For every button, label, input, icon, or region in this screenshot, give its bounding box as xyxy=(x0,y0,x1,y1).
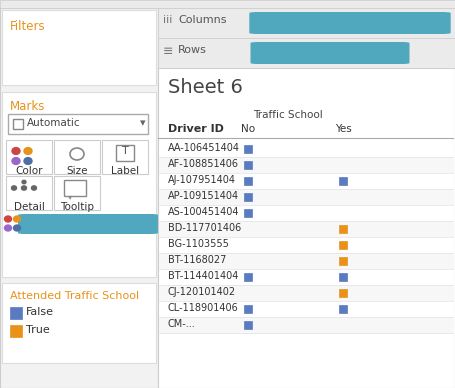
Text: ≡: ≡ xyxy=(163,45,173,58)
Text: iii: iii xyxy=(163,15,172,25)
Text: ▾: ▾ xyxy=(68,192,72,201)
Text: AP-109151404: AP-109151404 xyxy=(168,191,239,201)
Text: Size: Size xyxy=(66,166,88,176)
Text: AJ-107951404: AJ-107951404 xyxy=(168,175,236,185)
Text: Filters: Filters xyxy=(10,20,46,33)
Text: Driver ID: Driver ID xyxy=(302,48,358,58)
Text: BT-1168027: BT-1168027 xyxy=(168,255,227,265)
Text: CM-...: CM-... xyxy=(168,319,196,329)
Text: Sheet 6: Sheet 6 xyxy=(168,78,243,97)
Text: Columns: Columns xyxy=(178,15,227,25)
Text: AF-108851406: AF-108851406 xyxy=(168,159,239,169)
FancyBboxPatch shape xyxy=(251,42,410,64)
Text: BT-114401404: BT-114401404 xyxy=(168,271,238,281)
Text: Attended Traff..: Attended Traff.. xyxy=(41,219,135,229)
Text: No: No xyxy=(241,124,255,134)
Text: Marks: Marks xyxy=(10,100,46,113)
Text: Color: Color xyxy=(15,166,43,176)
Text: Attended Traffic School: Attended Traffic School xyxy=(10,291,139,301)
FancyBboxPatch shape xyxy=(18,214,158,234)
Text: AA-106451404: AA-106451404 xyxy=(168,143,240,153)
Text: Automatic: Automatic xyxy=(27,118,81,128)
FancyBboxPatch shape xyxy=(249,12,451,34)
Text: Yes: Yes xyxy=(334,124,351,134)
Text: T: T xyxy=(121,146,128,156)
Text: BG-1103555: BG-1103555 xyxy=(168,239,229,249)
Text: Tooltip: Tooltip xyxy=(60,202,94,212)
Text: False: False xyxy=(26,307,54,317)
Text: ▾: ▾ xyxy=(140,118,146,128)
Text: Traffic School: Traffic School xyxy=(253,110,323,120)
Text: Driver ID: Driver ID xyxy=(168,124,224,134)
Text: CJ-120101402: CJ-120101402 xyxy=(168,287,236,297)
Text: BD-117701406: BD-117701406 xyxy=(168,223,241,233)
Text: Rows: Rows xyxy=(178,45,207,55)
Text: Label: Label xyxy=(111,166,139,176)
Text: CL-118901406: CL-118901406 xyxy=(168,303,239,313)
Text: AS-100451404: AS-100451404 xyxy=(168,207,239,217)
Text: Detail: Detail xyxy=(14,202,45,212)
Text: Traffic School: Traffic School xyxy=(308,18,393,28)
Text: True: True xyxy=(26,325,50,335)
